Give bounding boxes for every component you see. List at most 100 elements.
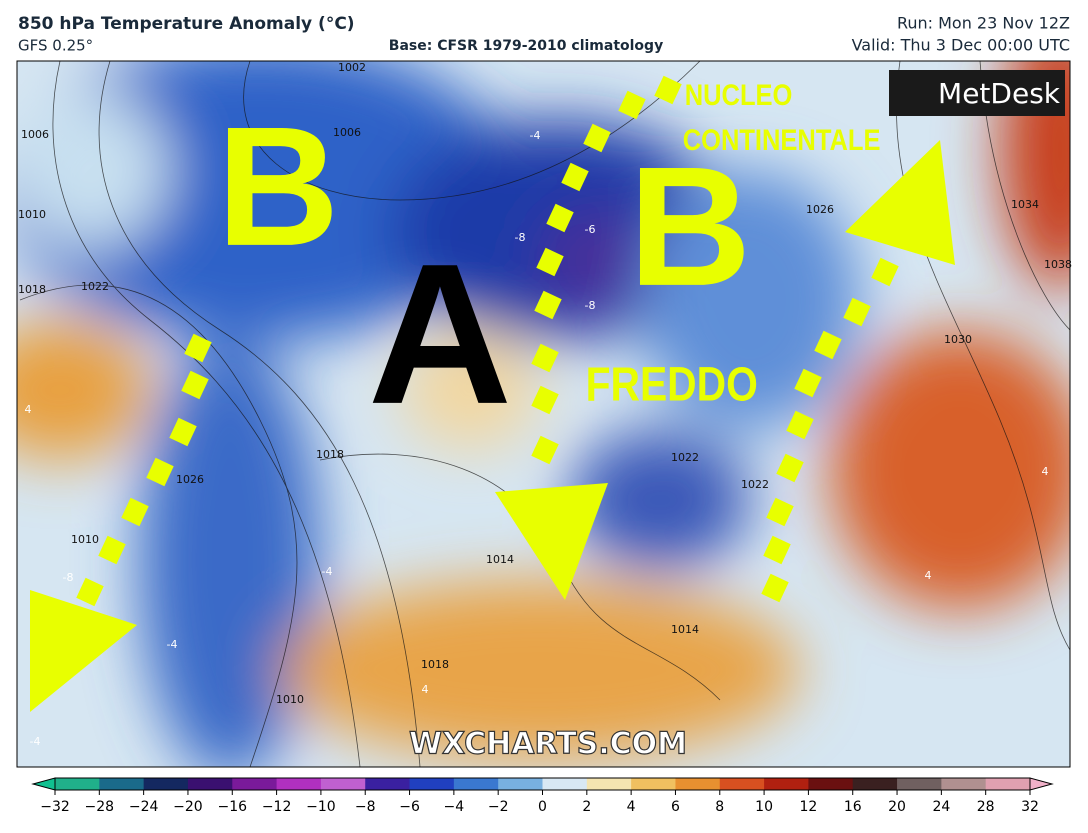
logo-box xyxy=(889,70,1065,116)
watermark: WXCHARTS.COM xyxy=(409,727,687,762)
anomaly-label: -6 xyxy=(585,223,596,236)
colorbar-tick-label: 6 xyxy=(671,799,680,815)
colorbar-tick-label: 8 xyxy=(715,799,724,815)
isobar-label: 1018 xyxy=(316,448,344,461)
arrow-dash xyxy=(169,417,197,447)
colorbar-tick-label: −16 xyxy=(217,799,247,815)
isobar-label: 1010 xyxy=(18,208,46,221)
isobar-label: 1014 xyxy=(671,623,699,636)
colorbar-end xyxy=(31,777,56,791)
anomaly-label: -8 xyxy=(515,231,526,244)
colorbar-segment xyxy=(99,778,145,790)
arrow-dash xyxy=(534,290,562,320)
colorbar-tick-label: −20 xyxy=(173,799,203,815)
arrow-dash xyxy=(531,435,559,465)
colorbar-tick-label: 12 xyxy=(799,799,817,815)
colorbar-segment xyxy=(276,778,322,790)
colorbar-tick-label: 32 xyxy=(1021,799,1039,815)
isobar-label: 1026 xyxy=(176,473,204,486)
colorbar-end xyxy=(1029,777,1054,791)
arrow-dash xyxy=(786,410,814,440)
anomaly-label: -8 xyxy=(585,299,596,312)
isobar-label: 1022 xyxy=(741,478,769,491)
arrow-dash xyxy=(531,343,559,373)
isobar-label: 1026 xyxy=(806,203,834,216)
anomaly-label: -4 xyxy=(30,735,41,748)
arrow-dash xyxy=(531,385,559,415)
arrow-dash xyxy=(843,297,871,327)
anomaly-label: 4 xyxy=(925,569,932,582)
annotation: NUCLEO xyxy=(685,78,793,111)
colorbar-tick-label: 4 xyxy=(627,799,636,815)
anomaly-label: 4 xyxy=(422,683,429,696)
run: Run: Mon 23 Nov 12Z xyxy=(897,14,1070,33)
annotation: A xyxy=(368,223,512,446)
annotation: B xyxy=(629,132,752,322)
colorbar-segment xyxy=(542,778,588,790)
colorbar-segment xyxy=(498,778,543,790)
anomaly-label: 4 xyxy=(25,403,32,416)
arrow-dash xyxy=(546,203,574,233)
arrow-dash xyxy=(766,497,794,527)
isobar-label: 1018 xyxy=(18,283,46,296)
colorbar-segment xyxy=(55,778,100,790)
arrow-dash xyxy=(121,497,149,527)
arrow-dash xyxy=(76,577,104,607)
colorbar-segment xyxy=(187,778,233,790)
arrow-dash xyxy=(761,573,789,603)
title: 850 hPa Temperature Anomaly (°C) xyxy=(18,14,355,34)
colorbar-segment xyxy=(675,778,721,790)
colorbar-segment xyxy=(897,778,942,790)
arrow-dash xyxy=(618,90,646,120)
isobar-label: 1034 xyxy=(1011,198,1039,211)
colorbar-tick-label: 20 xyxy=(888,799,906,815)
colorbar-segment xyxy=(586,778,632,790)
arrow-dash xyxy=(146,457,174,487)
colorbar-tick-label: 16 xyxy=(844,799,862,815)
colorbar-tick-label: 28 xyxy=(977,799,995,815)
isobar-label: 1006 xyxy=(21,128,49,141)
colorbar-tick-label: −8 xyxy=(355,799,376,815)
colorbar-tick-label: −12 xyxy=(262,799,292,815)
isobar-label: 1022 xyxy=(81,280,109,293)
annotation: FREDDO xyxy=(586,359,758,412)
model: GFS 0.25° xyxy=(18,37,93,55)
anomaly-label: -4 xyxy=(530,129,541,142)
arrow-dash xyxy=(814,330,842,360)
isobar-label: 1022 xyxy=(671,451,699,464)
colorbar-tick-label: −10 xyxy=(306,799,336,815)
arrow-dash xyxy=(536,247,564,277)
colorbar-segment xyxy=(320,778,366,790)
colorbar-tick-label: 2 xyxy=(582,799,591,815)
colorbar-segment xyxy=(852,778,898,790)
isobar-label: 1038 xyxy=(1044,258,1072,271)
arrow-dash xyxy=(776,453,804,483)
colorbar-segment xyxy=(719,778,765,790)
anomaly-label: -8 xyxy=(63,571,74,584)
colorbar-segment xyxy=(143,778,189,790)
annotation: B xyxy=(217,92,340,282)
colorbar-segment xyxy=(941,778,987,790)
anomaly-label: -4 xyxy=(167,638,178,651)
logo: MetDesk xyxy=(938,77,1061,110)
colorbar-segment xyxy=(808,778,854,790)
colorbar-segment xyxy=(453,778,499,790)
base: Base: CFSR 1979-2010 climatology xyxy=(389,38,663,54)
colorbar-tick-label: −28 xyxy=(85,799,115,815)
colorbar-segment xyxy=(409,778,455,790)
colorbar-tick-label: 10 xyxy=(755,799,773,815)
colorbar-segment xyxy=(232,778,278,790)
arrows xyxy=(30,140,955,712)
colorbar-segment xyxy=(365,778,411,790)
arrow-dash xyxy=(583,123,611,153)
valid: Valid: Thu 3 Dec 00:00 UTC xyxy=(852,36,1070,55)
arrow-dash xyxy=(871,257,899,287)
isobar-label: 1002 xyxy=(338,61,366,74)
isobar-label: 1014 xyxy=(486,553,514,566)
colorbar-segment xyxy=(764,778,809,790)
arrow-dash xyxy=(763,535,791,565)
annotation: CONTINENTALE xyxy=(683,123,881,156)
colorbar-tick-label: 0 xyxy=(538,799,547,815)
isobar-label: 1010 xyxy=(276,693,304,706)
